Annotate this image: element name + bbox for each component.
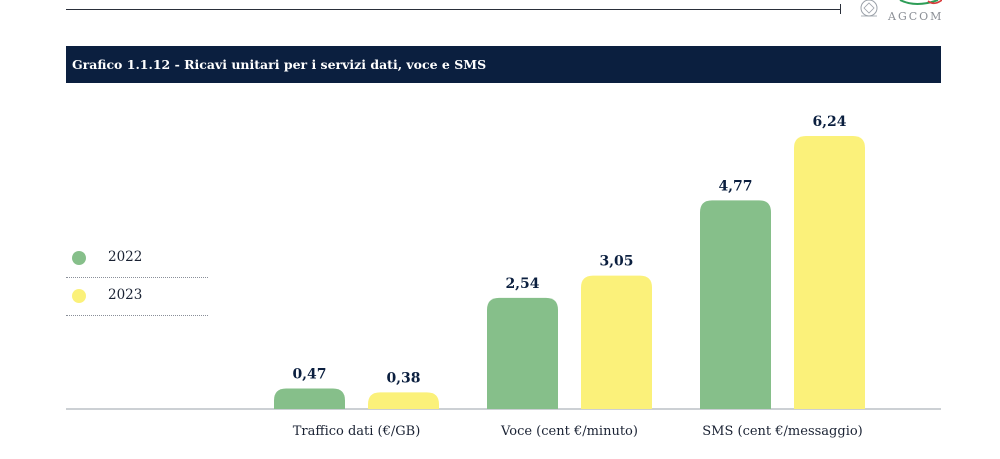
- value-label-2022-0: 0,47: [292, 366, 326, 382]
- legend-item-2022: 2022: [66, 240, 208, 278]
- header-rule: [66, 9, 841, 10]
- value-label-2022-2: 4,77: [718, 178, 752, 194]
- category-label-1: Voce (cent €/minuto): [500, 424, 638, 439]
- value-label-2022-1: 2,54: [505, 276, 539, 292]
- value-label-2023-1: 3,05: [599, 254, 633, 270]
- legend-swatch-2022: [72, 251, 86, 265]
- legend-item-2023: 2023: [66, 278, 208, 316]
- emblem-icon: [860, 0, 878, 17]
- bar-2023-1: [581, 275, 652, 409]
- swoosh-icon: [899, 0, 942, 5]
- bar-2022-2: [700, 200, 771, 409]
- value-label-2023-2: 6,24: [812, 114, 846, 130]
- header-rule-tick: [840, 4, 841, 14]
- bar-2023-0: [368, 392, 439, 409]
- legend-swatch-2023: [72, 289, 86, 303]
- chart-title-bar: Grafico 1.1.12 - Ricavi unitari per i se…: [66, 46, 941, 83]
- bar-2023-2: [794, 136, 865, 409]
- legend-label-2023: 2023: [108, 287, 143, 303]
- agcom-logo: AGCOM: [856, 0, 946, 28]
- bar-2022-1: [487, 297, 558, 409]
- legend-label-2022: 2022: [108, 249, 143, 265]
- logo-text: AGCOM: [888, 10, 944, 23]
- chart-title: Grafico 1.1.12 - Ricavi unitari per i se…: [72, 57, 487, 72]
- value-label-2023-0: 0,38: [386, 370, 420, 386]
- category-label-2: SMS (cent €/messaggio): [702, 424, 863, 439]
- bar-2022-0: [274, 388, 345, 409]
- category-label-0: Traffico dati (€/GB): [293, 424, 421, 439]
- legend: 2022 2023: [66, 240, 208, 316]
